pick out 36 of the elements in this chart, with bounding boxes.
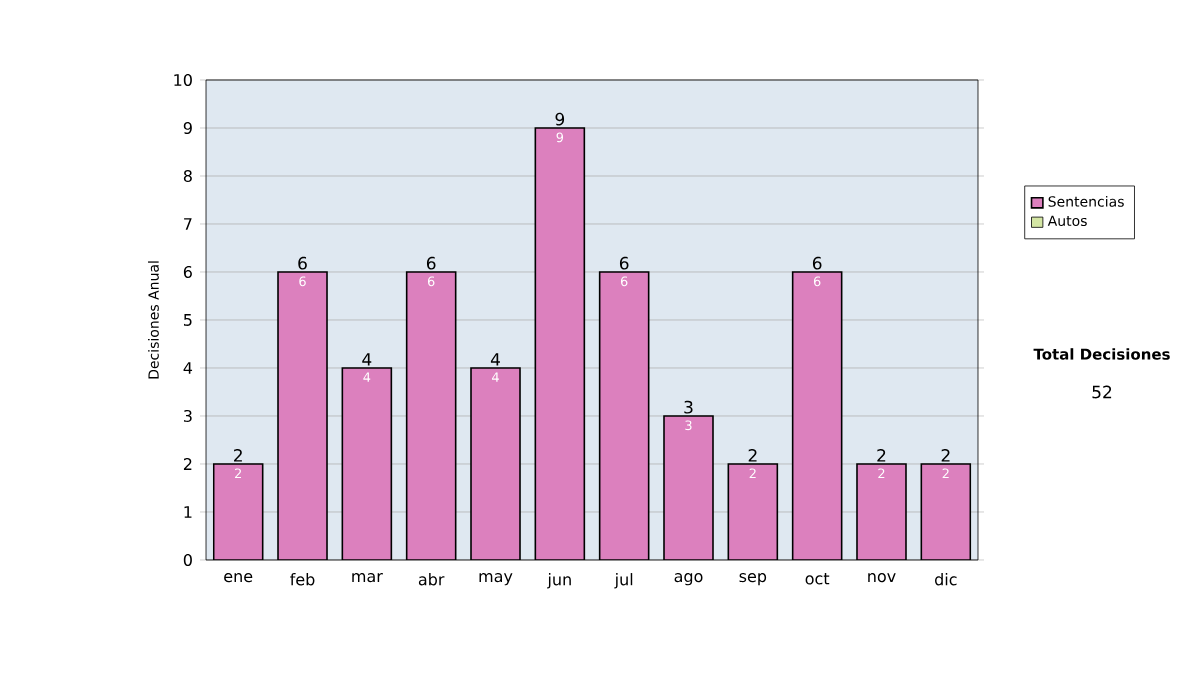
total-label: 6 xyxy=(812,256,822,270)
total-label: 4 xyxy=(490,353,500,366)
total-label: 2 xyxy=(941,448,950,462)
x-tick-label: abr xyxy=(418,573,445,586)
text: 52 xyxy=(1092,385,1112,399)
x-tick-label: oct xyxy=(805,573,830,585)
x-tick-label: dic xyxy=(935,573,957,586)
x-tick-label: feb xyxy=(290,573,315,586)
y-tick-label: 7 xyxy=(184,218,192,230)
total-label: 3 xyxy=(684,400,693,414)
y-tick-label: 4 xyxy=(183,362,193,374)
x-tick-label: jun xyxy=(547,573,571,589)
x-tick-label: ene xyxy=(224,573,253,583)
total-label: 4 xyxy=(362,353,372,366)
total-label: 6 xyxy=(426,256,436,270)
y-tick-label: 9 xyxy=(183,121,192,135)
y-tick-label: 5 xyxy=(184,314,192,326)
y-tick-label: 10 xyxy=(174,73,192,87)
total-label: 2 xyxy=(877,448,886,462)
y-tick-label: 2 xyxy=(183,458,192,470)
total-label: 9 xyxy=(555,112,565,126)
y-tick-label: 3 xyxy=(184,409,192,423)
y-tick-label: 8 xyxy=(183,169,192,183)
total-label: 2 xyxy=(748,448,757,462)
y-tick-label: 0 xyxy=(183,553,192,567)
x-tick-label: mar xyxy=(352,573,383,583)
total-label: 6 xyxy=(619,256,629,270)
total-label: 2 xyxy=(234,448,242,462)
x-tick-label: jul xyxy=(614,573,633,589)
x-tick-label: sep xyxy=(739,573,767,586)
x-tick-label: may xyxy=(479,573,513,586)
total-label: 6 xyxy=(298,256,307,270)
y-tick-label: 1 xyxy=(184,506,192,518)
y-tick-label: 6 xyxy=(183,265,192,279)
x-tick-label: ago xyxy=(674,573,703,586)
x-tick-label: nov xyxy=(868,573,896,583)
